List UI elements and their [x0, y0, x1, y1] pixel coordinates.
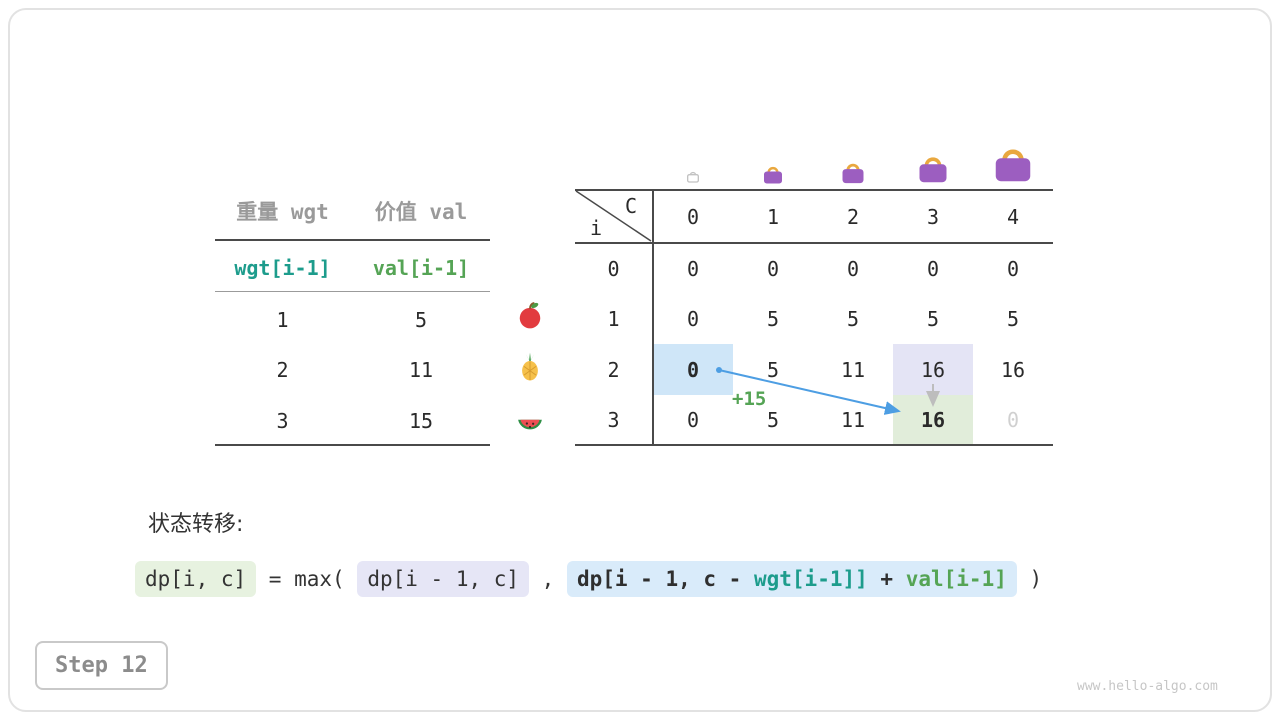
item-3-weight: 3 [276, 409, 289, 433]
bag-small-icon [761, 162, 785, 186]
bag-large-icon [915, 150, 951, 186]
dp-cell-r1-c1: 5 [766, 307, 780, 331]
dp-row-header-0: 0 [607, 257, 620, 281]
dp-cell-r3-c3: 16 [920, 408, 946, 432]
dp-cell-r0-c2: 0 [846, 257, 860, 281]
dp-cell-r2-c0: 0 [686, 357, 700, 382]
left-table-weight-header: 重量 wgt [236, 200, 329, 224]
dp-cell-r0-c3: 0 [926, 257, 940, 281]
formula-comma: , [529, 567, 567, 591]
bag-xlarge-icon [990, 140, 1036, 186]
dp-cell-r3-c1: 5 [766, 408, 780, 432]
left-table-wgt-formula: wgt[i-1] [234, 256, 331, 280]
bag-empty-icon [685, 168, 701, 184]
item-3-value: 15 [408, 409, 434, 433]
left-table-formula-divider [215, 291, 490, 292]
formula-section-label: 状态转移: [148, 512, 244, 537]
dp-row-header-2: 2 [607, 357, 620, 382]
left-table-bottom-divider [215, 444, 490, 446]
left-table-header-divider [215, 239, 490, 241]
dp-cell-r1-c4: 5 [1006, 307, 1020, 331]
formula-dp-take-term: dp[i - 1, c - wgt[i-1]] + val[i-1] [566, 561, 1017, 597]
dp-table-header-line [575, 242, 1053, 244]
dp-cell-r3-c4: 0 [1006, 408, 1020, 432]
formula-eq-max: = max( [256, 567, 358, 591]
dp-col-header-1: 1 [766, 205, 780, 229]
formula-plus-sign: + [867, 567, 906, 591]
dp-col-header-2: 2 [846, 205, 860, 229]
step-indicator: Step 12 [35, 641, 168, 690]
apple-icon [515, 300, 545, 330]
formula-dp-current: dp[i, c] [135, 561, 257, 597]
left-table-val-formula: val[i-1] [372, 256, 470, 280]
item-2-value: 11 [408, 358, 434, 382]
dp-row-header-1: 1 [607, 307, 620, 331]
formula-close-paren: ) [1016, 567, 1043, 591]
dp-cell-r3-c2: 11 [840, 408, 866, 432]
formula-dp-skip-term: dp[i - 1, c] [357, 561, 530, 597]
item-1-value: 5 [414, 308, 428, 332]
dp-cell-r1-c2: 5 [846, 307, 860, 331]
watermelon-icon [515, 406, 545, 436]
site-watermark: www.hello-algo.com [1077, 679, 1218, 694]
dp-cell-r2-c4: 16 [1000, 357, 1026, 382]
dp-cell-r0-c4: 0 [1006, 257, 1020, 281]
pineapple-icon [515, 352, 545, 382]
bag-medium-icon [839, 158, 867, 186]
dp-col-header-3: 3 [926, 205, 940, 229]
dp-col-header-4: 4 [1006, 205, 1020, 229]
dp-cell-r0-c1: 0 [766, 257, 780, 281]
dp-cell-r2-c3: 16 [920, 357, 946, 382]
item-2-weight: 2 [276, 358, 289, 382]
dp-cell-r2-c2: 11 [840, 357, 866, 382]
dp-row-header-3: 3 [607, 408, 620, 432]
dp-cell-r0-c0: 0 [686, 257, 700, 281]
dp-table-bottom-line [575, 444, 1053, 446]
formula-wgt-ref: wgt[i-1]] [753, 567, 868, 591]
dp-table-top-line [575, 189, 1053, 191]
transition-formula: dp[i, c] = max( dp[i - 1, c] , dp[i - 1,… [135, 561, 1042, 597]
left-table-value-header: 价值 val [374, 200, 468, 224]
formula-take-prefix: dp[i - 1, c - [576, 567, 754, 591]
dp-cell-r1-c3: 5 [926, 307, 940, 331]
dp-corner-col-axis-label: C [624, 194, 638, 218]
dp-cell-r3-c0: 0 [686, 408, 700, 432]
item-1-weight: 1 [276, 308, 289, 332]
gain-label: +15 [732, 388, 767, 410]
dp-table-vertical-line [652, 189, 654, 446]
dp-corner-row-axis-label: i [589, 216, 603, 240]
dp-cell-r1-c0: 0 [686, 307, 700, 331]
dp-col-header-0: 0 [686, 205, 700, 229]
formula-val-ref: val[i-1] [905, 567, 1007, 591]
